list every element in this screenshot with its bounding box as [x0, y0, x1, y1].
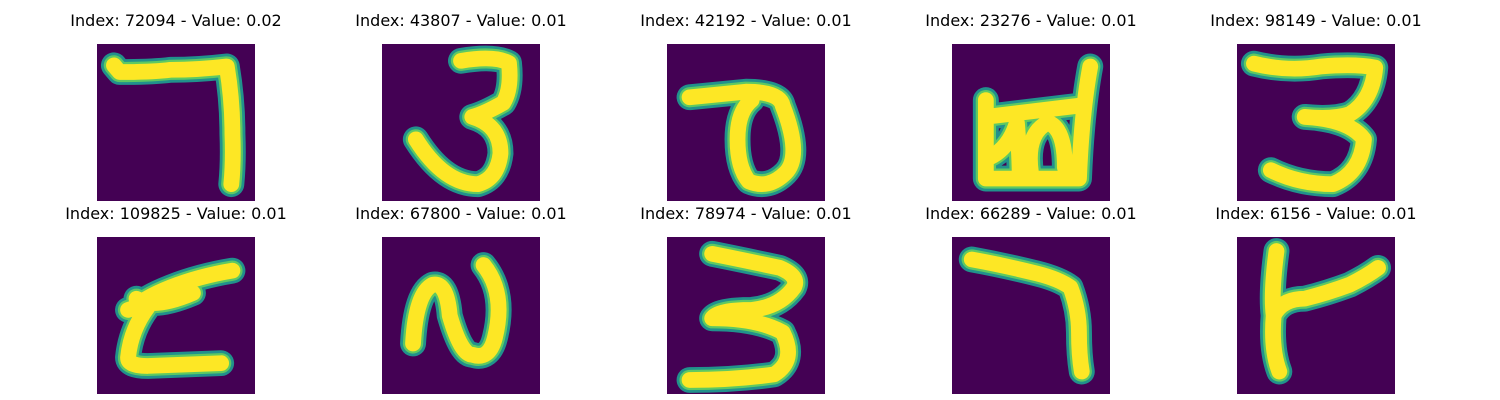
panel-9: Index: 66289 - Value: 0.01 — [911, 203, 1151, 394]
digit-image — [667, 44, 825, 201]
digit-image — [667, 237, 825, 394]
digit-image — [382, 237, 540, 394]
digit-stroke — [1264, 243, 1386, 380]
panel-7: Index: 67800 - Value: 0.01 — [341, 203, 581, 394]
panel-6: Index: 109825 - Value: 0.01 — [56, 203, 296, 394]
digit-stroke — [963, 251, 1090, 380]
digit-image — [1237, 44, 1395, 201]
digit-image — [382, 44, 540, 201]
panel-2: Index: 43807 - Value: 0.01 — [341, 10, 581, 201]
panel-title: Index: 109825 - Value: 0.01 — [65, 204, 287, 223]
digit-image — [952, 237, 1110, 394]
panel-title: Index: 98149 - Value: 0.01 — [1210, 11, 1422, 30]
panel-8: Index: 78974 - Value: 0.01 — [626, 203, 866, 394]
panel-title: Index: 6156 - Value: 0.01 — [1215, 204, 1417, 223]
digit-stroke — [120, 262, 241, 374]
panel-3: Index: 42192 - Value: 0.01 — [626, 10, 866, 201]
digit-stroke — [1246, 55, 1384, 193]
digit-stroke — [977, 58, 1099, 187]
digit-stroke — [106, 57, 241, 193]
digit-image — [1237, 237, 1395, 394]
digit-image — [97, 44, 255, 201]
panel-title: Index: 42192 - Value: 0.01 — [640, 11, 852, 30]
panel-title: Index: 43807 - Value: 0.01 — [355, 11, 567, 30]
panel-10: Index: 6156 - Value: 0.01 — [1196, 203, 1436, 394]
digit-image — [952, 44, 1110, 201]
digit-image — [97, 237, 255, 394]
panel-4: Index: 23276 - Value: 0.01 — [911, 10, 1151, 201]
digit-stroke — [407, 50, 518, 193]
panel-5: Index: 98149 - Value: 0.01 — [1196, 10, 1436, 201]
panel-title: Index: 72094 - Value: 0.02 — [70, 11, 282, 30]
digit-stroke — [681, 83, 802, 192]
digit-stroke — [405, 257, 507, 364]
panel-title: Index: 78974 - Value: 0.01 — [640, 204, 852, 223]
panel-1: Index: 72094 - Value: 0.02 — [56, 10, 296, 201]
digit-stroke — [681, 245, 804, 388]
panel-title: Index: 23276 - Value: 0.01 — [925, 11, 1137, 30]
panel-title: Index: 67800 - Value: 0.01 — [355, 204, 567, 223]
panel-title: Index: 66289 - Value: 0.01 — [925, 204, 1137, 223]
